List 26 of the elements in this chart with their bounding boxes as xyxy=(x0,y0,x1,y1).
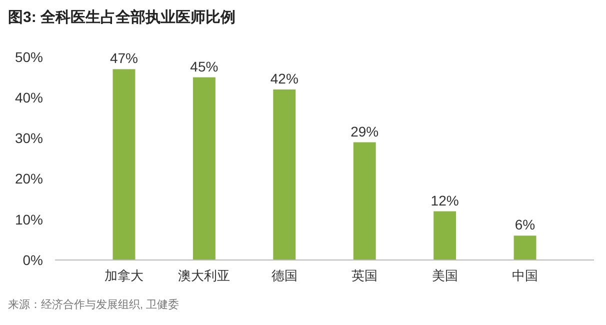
y-tick-label: 0% xyxy=(22,252,43,268)
bar xyxy=(192,77,216,260)
x-tick-label: 中国 xyxy=(512,268,538,283)
x-tick-label: 英国 xyxy=(352,268,378,283)
bar xyxy=(434,211,456,260)
y-tick-label: 40% xyxy=(14,90,43,106)
bar xyxy=(353,142,376,260)
bar xyxy=(273,89,296,260)
x-tick-label: 美国 xyxy=(432,268,458,283)
data-label: 29% xyxy=(350,123,379,140)
data-label: 6% xyxy=(514,216,536,233)
x-tick-label: 澳大利亚 xyxy=(178,268,230,283)
y-tick-label: 10% xyxy=(14,211,43,228)
x-tick-label: 德国 xyxy=(271,268,298,283)
data-label: 12% xyxy=(430,192,459,208)
bar xyxy=(514,236,536,260)
bar xyxy=(112,69,136,260)
data-label: 47% xyxy=(110,50,138,66)
y-tick-label: 20% xyxy=(14,170,43,187)
chart-title: 图3: 全科医生占全部执业医师比例 xyxy=(8,8,236,26)
x-tick-label: 加拿大 xyxy=(104,268,144,283)
y-tick-label: 50% xyxy=(14,48,43,65)
y-tick-label: 30% xyxy=(14,130,43,146)
data-label: 45% xyxy=(190,58,218,74)
data-label: 42% xyxy=(270,70,298,86)
source-note: 来源：经济合作与发展组织, 卫健委 xyxy=(8,298,180,311)
